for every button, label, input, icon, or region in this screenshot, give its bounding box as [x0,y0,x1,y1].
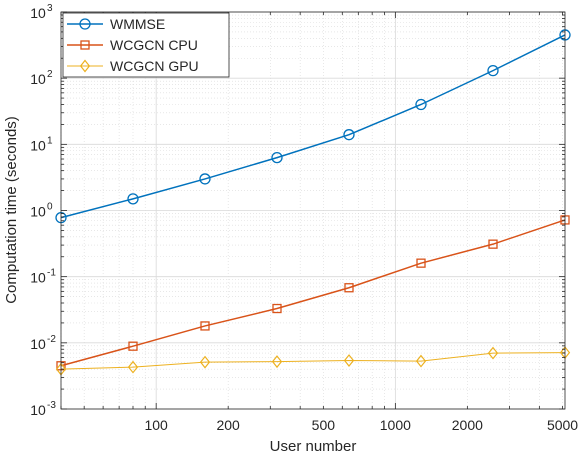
data-point [488,239,498,249]
y-tick-label-exponent: -2 [47,334,56,345]
y-tick-label: 10 -1 [30,268,56,286]
legend-label: WMMSE [110,16,165,32]
y-tick-label: 10 -2 [30,334,56,352]
y-tick-label-exponent: -3 [47,400,56,411]
legend-label: WCGCN GPU [110,58,199,74]
y-tick-label: 10 -3 [30,400,56,418]
x-tick-label: 1000 [380,417,411,433]
data-point [487,346,499,360]
y-tick-label-exponent: 2 [47,69,53,80]
legend-label: WCGCN CPU [110,37,198,53]
data-point [415,98,427,111]
data-point [271,355,283,369]
data-point [200,321,210,331]
x-tick-label: 2000 [452,417,483,433]
legend-entry: WCGCN CPU [67,37,198,53]
x-tick-label: 200 [216,417,240,433]
data-point [199,173,211,185]
data-point [415,354,427,368]
legend-marker [79,59,91,73]
y-tick-label-base: 10 [30,71,46,87]
series-line [60,34,566,219]
legend-entry: WMMSE [67,16,165,32]
y-tick-label: 10 3 [30,3,53,21]
y-axis-label: Computation time (seconds) [3,116,20,304]
x-tick-labels: 100 200 500 1000 2000 5000 [144,417,578,433]
y-tick-label-base: 10 [30,137,46,153]
series-layer [55,29,571,376]
data-point [128,341,138,351]
y-tick-label-base: 10 [30,402,46,418]
legend-marker [79,18,91,30]
legend: WMMSE WCGCN CPU WCGCN GPU [62,12,230,78]
data-point [271,151,283,164]
y-tick-label-base: 10 [30,204,46,220]
y-tick-label: 10 0 [30,202,53,220]
y-tick-label: 10 1 [30,135,53,153]
legend-marker [80,40,90,50]
data-point [344,283,354,293]
data-point [127,193,139,205]
series-wmmse [55,29,571,224]
x-tick-label: 500 [312,417,336,433]
y-tick-label-base: 10 [30,270,46,286]
y-tick-label-base: 10 [30,336,46,352]
data-point [416,258,426,268]
series-line [60,219,566,367]
data-point [487,64,499,77]
legend-entry: WCGCN GPU [67,58,199,74]
y-tick-label-exponent: 3 [47,3,53,14]
data-point [272,303,282,314]
series-line [60,352,566,370]
data-point [127,360,139,374]
plot-frame [60,11,566,410]
data-point [199,355,211,369]
y-tick-label-exponent: 1 [47,135,53,146]
x-tick-label: 5000 [547,417,578,433]
data-point [343,129,355,141]
y-tick-label: 10 2 [30,69,53,87]
x-axis-label: User number [270,438,357,454]
x-tick-label: 100 [144,417,168,433]
data-point [343,354,355,368]
y-tick-label-exponent: -1 [47,268,56,279]
y-tick-label-exponent: 0 [47,202,53,213]
y-tick-label-base: 10 [30,5,46,21]
